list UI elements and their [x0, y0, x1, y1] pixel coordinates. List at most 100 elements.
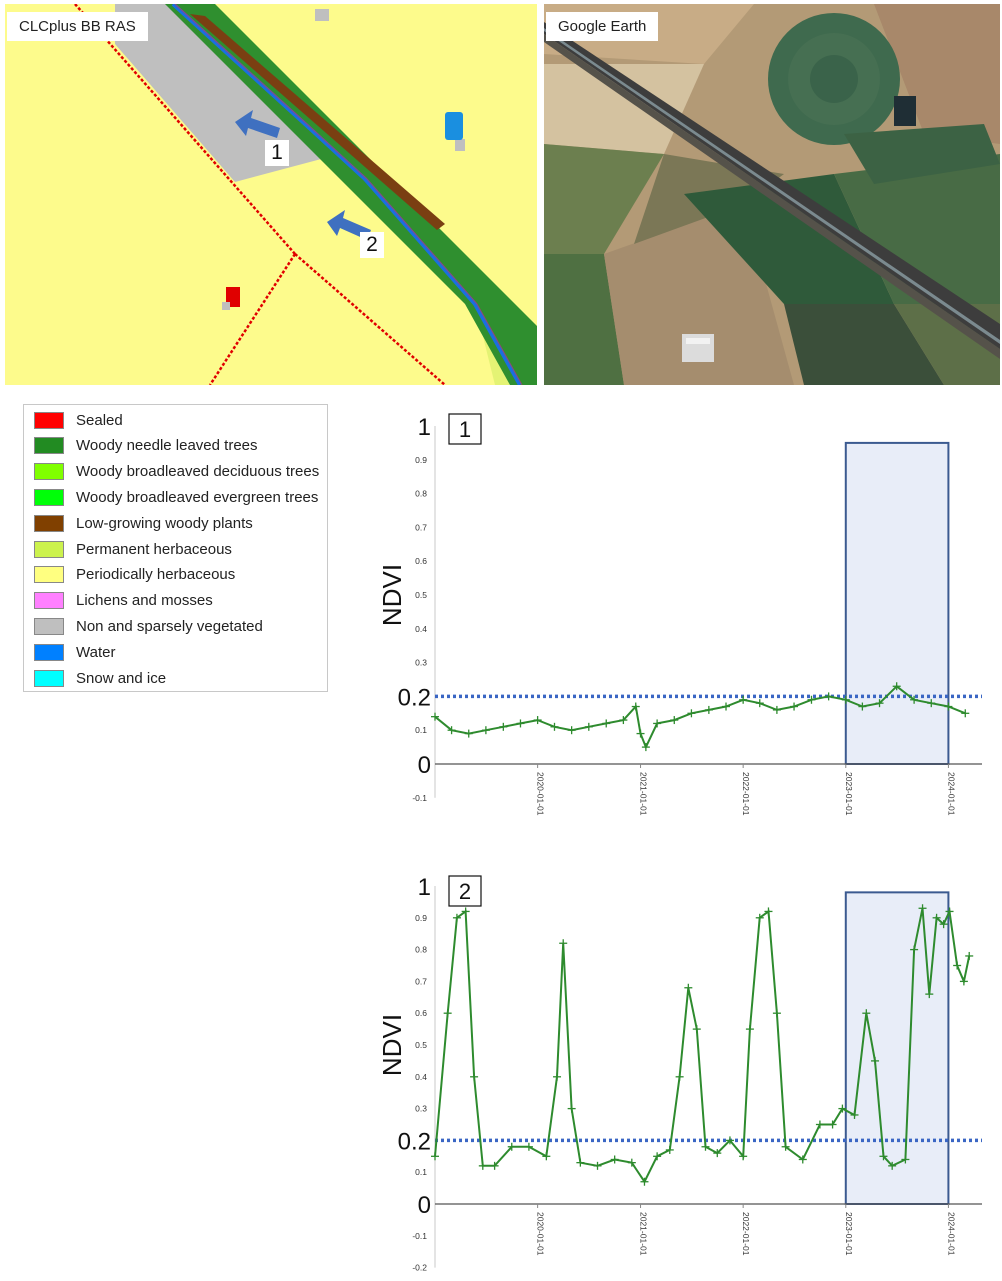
y-axis-label: NDVI [378, 1014, 407, 1076]
series-point [704, 705, 713, 714]
x-tick-label: 2023-01-01 [844, 772, 854, 816]
series-point [490, 1161, 499, 1170]
legend-swatch [34, 566, 64, 584]
series-point [481, 726, 490, 735]
legend-swatch [34, 643, 64, 661]
series-point [602, 719, 611, 728]
satellite-panel-label: Google Earth [546, 12, 659, 41]
y-tick-label-large: 1 [418, 414, 431, 441]
series-point [910, 945, 919, 954]
legend-label: Low-growing woody plants [76, 514, 253, 532]
series-point [464, 729, 473, 738]
legend-swatch [34, 669, 64, 687]
series-point [692, 1025, 701, 1034]
legend-label: Non and sparsely vegetated [76, 617, 263, 635]
series-point [815, 1120, 824, 1129]
series-point [944, 702, 953, 711]
y-tick-label-large: 0 [418, 1192, 431, 1219]
series-point [850, 1110, 859, 1119]
ndvi-chart-1: 0.9 0.8 0.7 0.6 0.5 0.4 0.3 0.1 -0.1 1 0.2 0 2020-01… [377, 410, 990, 832]
series-point [533, 716, 542, 725]
series-point [879, 1152, 888, 1161]
y-tick-label: -0.1 [412, 793, 427, 803]
series-point [631, 702, 640, 711]
series-point [858, 702, 867, 711]
series-point [862, 1009, 871, 1018]
legend-swatch [34, 488, 64, 506]
series-point [576, 1158, 585, 1167]
legend-item: Woody needle leaved trees [34, 435, 258, 457]
series-point [713, 1149, 722, 1158]
y-tick-label: 0.6 [415, 1008, 427, 1018]
y-tick-label: 0.8 [415, 945, 427, 955]
panel-label: 2 [459, 879, 471, 904]
series-point [932, 913, 941, 922]
legend-item: Low-growing woody plants [34, 512, 253, 534]
series-point [781, 1142, 790, 1151]
series-point [910, 695, 919, 704]
ndvi-chart-1-svg: 0.9 0.8 0.7 0.6 0.5 0.4 0.3 0.1 -0.1 1 0.2 0 2020-01… [377, 413, 982, 816]
series-point [641, 743, 650, 752]
legend-swatch [34, 540, 64, 558]
series-point [499, 722, 508, 731]
legend-item: Lichens and mosses [34, 590, 213, 612]
y-tick-label: 0.5 [415, 590, 427, 600]
y-tick-label: 0.1 [415, 1167, 427, 1177]
x-tick-label: 2024-01-01 [946, 1212, 956, 1256]
arrow-label-2: 2 [360, 232, 384, 258]
series-point [925, 990, 934, 999]
legend-label: Woody broadleaved deciduous trees [76, 463, 320, 481]
legend-item: Sealed [34, 409, 123, 431]
series-point [584, 722, 593, 731]
series-point [443, 1009, 452, 1018]
y-tick-label: -0.1 [412, 1231, 427, 1241]
y-tick-label: 0.3 [415, 1104, 427, 1114]
series-point [892, 682, 901, 691]
series-point [516, 719, 525, 728]
legend-swatch [34, 411, 64, 429]
series-point [798, 1155, 807, 1164]
series-point [927, 699, 936, 708]
series-point [553, 1072, 562, 1081]
x-tick-label: 2020-01-01 [536, 772, 546, 816]
y-tick-label: 0.7 [415, 522, 427, 532]
y-tick-label-large: 0.2 [398, 1128, 431, 1155]
series-point [542, 1152, 551, 1161]
legend-item: Periodically herbaceous [34, 564, 235, 586]
x-tick-label: 2021-01-01 [639, 772, 649, 816]
legend-item: Woody broadleaved evergreen trees [34, 486, 318, 508]
legend-label: Snow and ice [76, 669, 167, 687]
panel-label-box [448, 413, 482, 445]
series-point [739, 1152, 748, 1161]
series-point [961, 709, 970, 718]
series-point [790, 702, 799, 711]
legend-label: Permanent herbaceous [76, 540, 232, 558]
series-point [824, 692, 833, 701]
y-tick-label: 0.6 [415, 556, 427, 566]
x-tick-label: 2022-01-01 [741, 772, 751, 816]
series-point [701, 1142, 710, 1151]
y-tick-label: 0.8 [415, 489, 427, 499]
legend-label: Water [76, 643, 116, 661]
legend-item: Permanent herbaceous [34, 538, 232, 560]
ndvi-chart-2: 0.9 0.8 0.7 0.6 0.5 0.4 0.3 0.1 -0.1 -0.2 1 0.2 0 202… [377, 866, 990, 1276]
series-point [772, 1009, 781, 1018]
y-tick-label: -0.2 [412, 1263, 427, 1273]
arrow-label-1: 1 [265, 140, 289, 166]
y-tick-label-large: 1 [418, 874, 431, 901]
series-point [524, 1142, 533, 1151]
legend-item: Snow and ice [34, 667, 166, 689]
series-point [745, 1025, 754, 1034]
series-point [461, 907, 470, 916]
y-tick-label: 0.9 [415, 913, 427, 923]
legend: Sealed Woody needle leaved trees Woody bro… [23, 404, 328, 692]
y-tick-label: 0.3 [415, 658, 427, 668]
x-tick-label: 2021-01-01 [639, 1212, 649, 1256]
y-tick-label-large: 0 [418, 752, 431, 779]
series-point [965, 951, 974, 960]
x-tick-label: 2022-01-01 [741, 1212, 751, 1256]
series-point [550, 722, 559, 731]
series-point [901, 1155, 910, 1164]
highlight-box [844, 441, 950, 766]
series-point [755, 699, 764, 708]
